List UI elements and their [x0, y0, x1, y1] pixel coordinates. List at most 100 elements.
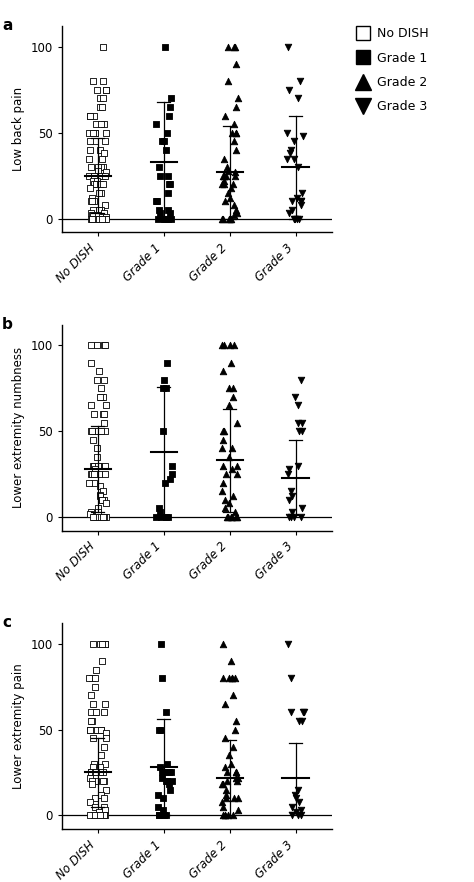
Point [102, 126, 109, 140]
Point [92, 706, 100, 720]
Point [100, 766, 107, 780]
Point [97, 100, 104, 114]
Point [288, 510, 295, 524]
Point [87, 181, 94, 195]
Point [89, 467, 96, 482]
Point [97, 390, 104, 404]
Point [233, 467, 241, 482]
Point [162, 475, 169, 490]
Point [95, 424, 102, 438]
Point [223, 782, 230, 796]
Point [224, 163, 231, 177]
Point [87, 505, 94, 519]
Point [97, 203, 105, 217]
Point [232, 203, 239, 217]
Point [286, 146, 294, 161]
Point [221, 697, 229, 711]
Point [154, 194, 161, 208]
Point [101, 134, 109, 148]
Point [86, 475, 93, 490]
Point [228, 441, 236, 455]
Point [100, 510, 108, 524]
Point [90, 74, 97, 88]
Point [98, 168, 105, 183]
Point [220, 168, 228, 183]
Point [226, 339, 234, 353]
Point [90, 203, 97, 217]
Point [155, 203, 163, 217]
Point [229, 177, 237, 191]
Point [297, 74, 304, 88]
Point [97, 186, 105, 200]
Point [288, 800, 295, 814]
Point [96, 212, 103, 226]
Point [98, 152, 106, 166]
Point [228, 126, 236, 140]
Point [86, 126, 93, 140]
Point [159, 804, 166, 818]
Point [87, 212, 95, 226]
Point [168, 212, 175, 226]
Point [93, 441, 101, 455]
Point [99, 510, 106, 524]
Point [225, 450, 233, 464]
Point [99, 212, 106, 226]
Point [162, 808, 170, 822]
Point [99, 493, 106, 507]
Point [86, 108, 94, 123]
Point [235, 791, 242, 805]
Point [99, 390, 107, 404]
Point [298, 714, 306, 728]
Point [95, 805, 102, 819]
Point [85, 168, 93, 183]
Point [167, 766, 175, 780]
Point [91, 126, 99, 140]
Point [86, 795, 93, 809]
Point [101, 339, 109, 353]
Point [95, 364, 103, 378]
Point [230, 198, 237, 212]
Point [231, 165, 238, 179]
Point [285, 462, 293, 476]
Point [219, 364, 227, 378]
Point [95, 186, 102, 200]
Y-axis label: Lower extremity numbness: Lower extremity numbness [12, 348, 25, 508]
Point [234, 510, 241, 524]
Point [221, 501, 229, 515]
Point [229, 688, 237, 702]
Point [89, 774, 96, 789]
Point [101, 757, 109, 771]
Point [156, 505, 164, 519]
Point [288, 194, 295, 208]
Point [219, 808, 227, 822]
Point [288, 505, 296, 519]
Point [100, 808, 108, 822]
Point [232, 766, 240, 780]
Point [222, 791, 230, 805]
Point [291, 152, 298, 166]
Point [94, 160, 102, 174]
Point [102, 510, 109, 524]
Point [96, 479, 103, 493]
Point [233, 126, 240, 140]
Point [158, 134, 165, 148]
Point [99, 40, 107, 54]
Point [100, 212, 108, 226]
Point [89, 212, 96, 226]
Point [89, 433, 97, 447]
Point [220, 424, 228, 438]
Point [100, 74, 107, 88]
Point [297, 373, 305, 387]
Point [100, 339, 108, 353]
Legend: No DISH, Grade 1, Grade 2, Grade 3: No DISH, Grade 1, Grade 2, Grade 3 [352, 22, 433, 118]
Point [232, 57, 240, 71]
Point [90, 467, 97, 482]
Point [152, 194, 160, 208]
Point [96, 490, 104, 504]
Point [221, 731, 228, 745]
Point [98, 654, 105, 668]
Point [157, 722, 164, 736]
Point [87, 766, 95, 780]
Point [297, 510, 305, 524]
Point [88, 355, 95, 370]
